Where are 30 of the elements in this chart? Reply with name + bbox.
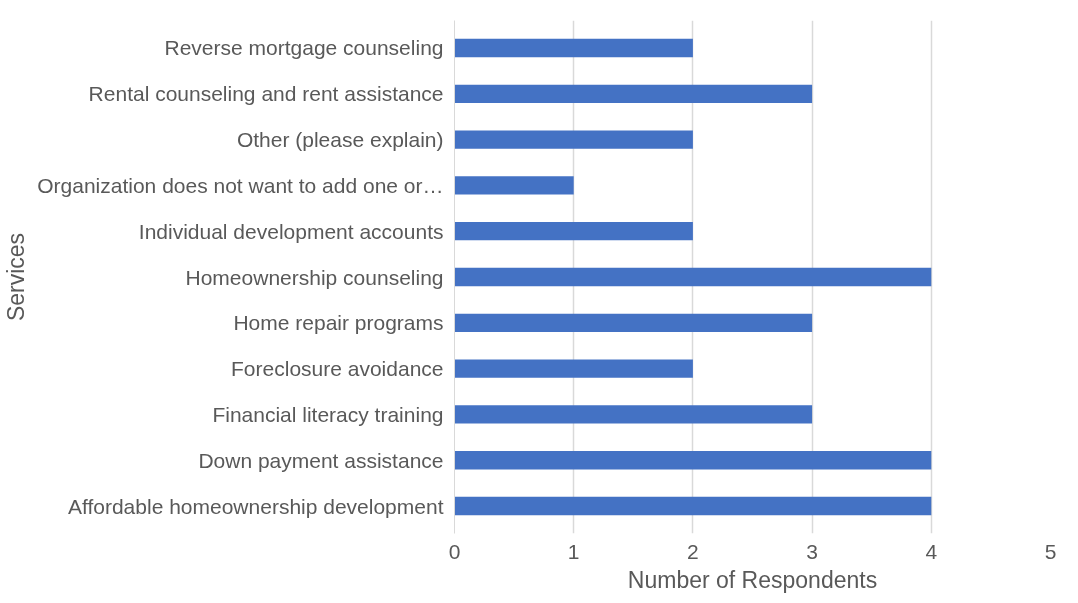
y-tick-label: Homeownership counseling (185, 265, 444, 289)
bar (454, 38, 693, 58)
y-tick-label: Foreclosure avoidance (231, 357, 444, 381)
x-tick-label: 0 (448, 539, 461, 563)
y-axis-title: Services (3, 232, 30, 322)
bar (454, 84, 813, 103)
bar (454, 222, 693, 241)
y-tick-label: Reverse mortgage counseling (164, 36, 444, 60)
bar (454, 359, 693, 378)
y-tick-label: Rental counseling and rent assistance (88, 82, 444, 106)
x-axis-title: Number of Respondents (627, 566, 878, 593)
y-tick-label: Other (please explain) (236, 128, 444, 152)
y-tick-label: Financial literacy training (212, 402, 444, 426)
bar (454, 313, 813, 332)
bar (454, 130, 693, 149)
y-tick-label: Down payment assistance (198, 448, 444, 472)
bar (454, 267, 932, 287)
y-tick-label: Affordable homeownership development (67, 494, 444, 518)
y-tick-label: Home repair programs (233, 311, 444, 335)
bar (454, 405, 813, 424)
x-tick-label: 2 (687, 539, 699, 563)
x-tick-label: 3 (806, 539, 818, 563)
y-tick-label: Individual development accounts (138, 219, 444, 243)
bar (454, 496, 932, 516)
x-tick-label: 5 (1044, 539, 1057, 563)
x-tick-label: 1 (567, 539, 580, 563)
y-tick-label: Organization does not want to add one or… (37, 173, 444, 197)
x-tick-label: 4 (925, 539, 938, 563)
bar (454, 176, 574, 195)
bar (454, 451, 932, 470)
